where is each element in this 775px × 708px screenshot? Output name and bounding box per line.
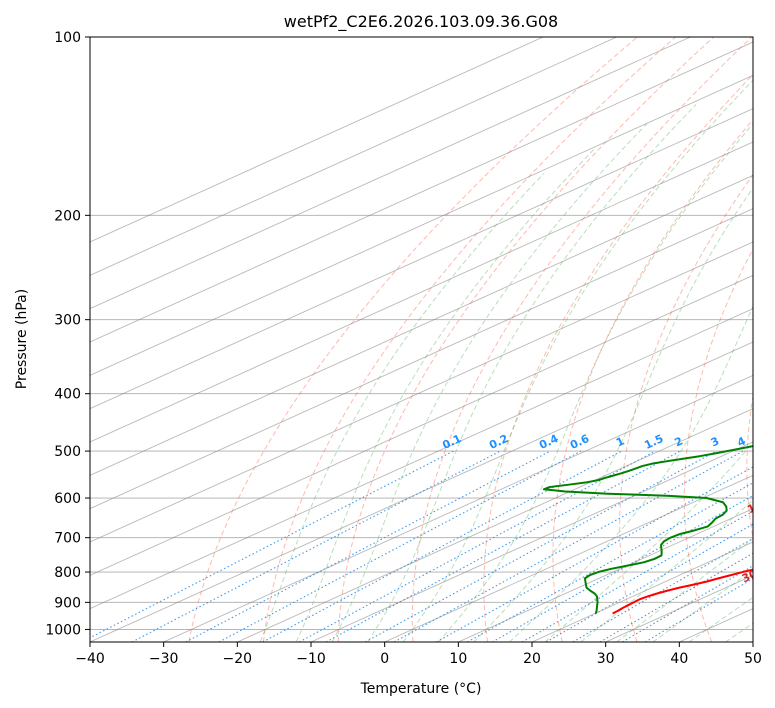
moist-adiabat-line	[473, 187, 753, 642]
isotherm-line	[90, 141, 753, 443]
dewpoint-profile-line	[542, 445, 753, 614]
isotherm-line	[90, 308, 753, 610]
x-tick-label: −20	[223, 651, 253, 667]
dry-adiabat-line	[263, 37, 676, 642]
x-axis-label: Temperature (°C)	[360, 681, 482, 697]
isotherm-label: 30	[740, 567, 760, 585]
y-tick-label: 400	[54, 387, 81, 403]
moist-adiabat-line	[544, 441, 753, 642]
x-tick-label: 0	[380, 651, 389, 667]
moist-adiabat-line	[580, 499, 753, 642]
isotherm-line	[90, 241, 753, 543]
isotherm-line	[310, 441, 753, 642]
isotherm-line	[90, 341, 753, 642]
moist-adiabat-line	[331, 123, 648, 642]
isotherm-line	[90, 274, 753, 576]
isotherm-line	[163, 374, 753, 642]
dry-adiabat-line	[619, 173, 753, 642]
isotherm-line	[458, 508, 753, 642]
isotherm-line	[90, 74, 753, 376]
mixing-ratio-line	[436, 466, 753, 642]
isotherm-label: 10	[745, 498, 765, 516]
x-tick-label: −30	[149, 651, 179, 667]
y-axis-ticks: 100 200 300 400 500 600 700 800 900 1000	[45, 30, 90, 638]
dry-adiabat-line	[552, 118, 753, 642]
mixing-ratio-line	[546, 523, 753, 642]
isotherm-line	[90, 37, 544, 243]
profile-lines	[542, 445, 753, 615]
y-tick-label: 200	[54, 208, 81, 224]
temperature-profile-line	[612, 568, 753, 615]
isotherm-line	[90, 37, 691, 310]
moist-adiabat-line	[438, 122, 753, 642]
mixing-ratio-line	[572, 537, 753, 642]
y-tick-label: 300	[54, 313, 81, 329]
y-tick-label: 700	[54, 531, 81, 547]
plot-frame	[89, 36, 754, 643]
isotherm-line	[90, 41, 753, 343]
isotherm-line	[90, 208, 753, 510]
y-axis-label: Pressure (hPa)	[14, 289, 30, 389]
isotherm-line	[237, 408, 753, 642]
dry-adiabat-line	[411, 37, 753, 642]
y-tick-label: 500	[54, 444, 81, 460]
x-tick-label: 10	[449, 651, 467, 667]
moist-adiabat-line	[367, 104, 697, 642]
isotherm-line	[90, 108, 753, 410]
y-tick-label: 100	[54, 30, 81, 46]
chart-title: wetPf2_C2E6.2026.103.09.36.G08	[284, 12, 558, 32]
x-tick-label: 50	[744, 651, 762, 667]
x-tick-label: 30	[597, 651, 615, 667]
mixing-ratio-line	[218, 450, 582, 642]
isotherm-line	[90, 174, 753, 476]
dry-adiabat-line	[188, 37, 638, 642]
y-tick-label: 900	[54, 595, 81, 611]
mixing-ratio-line	[298, 450, 656, 642]
dry-adiabat-line	[483, 73, 753, 642]
moist-adiabat-line	[259, 173, 545, 642]
moist-adiabat-line	[402, 79, 753, 642]
plot-area: -100-90-80-70-60-50-40-30-20-10010203040…	[90, 37, 765, 642]
x-tick-label: 40	[670, 651, 688, 667]
pressure-gridlines	[90, 37, 753, 630]
y-tick-label: 800	[54, 565, 81, 581]
isotherm-line	[384, 474, 753, 642]
y-tick-label: 1000	[45, 622, 81, 638]
x-tick-label: −10	[296, 651, 326, 667]
x-axis-ticks: −40 −30 −20 −10 0 10 20 30 40 50	[75, 642, 762, 667]
dry-adiabat-line	[746, 393, 753, 541]
x-tick-label: −40	[75, 651, 105, 667]
y-tick-label: 600	[54, 491, 81, 507]
mixing-ratio-line	[325, 450, 681, 642]
moist-adiabat-line	[688, 596, 753, 642]
isotherms	[90, 37, 753, 642]
isotherm-line	[90, 37, 617, 276]
x-tick-label: 20	[523, 651, 541, 667]
